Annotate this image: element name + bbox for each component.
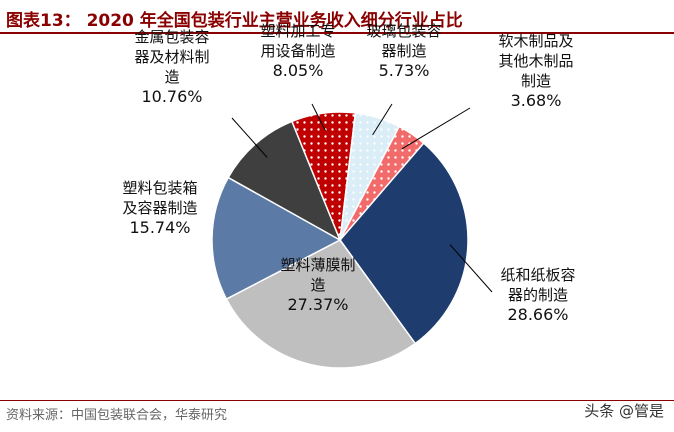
source-note: 资料来源：中国包装联合会，华泰研究	[6, 408, 228, 423]
slice-label-6: 软木制品及其他木制品制造 3.68%	[498, 32, 573, 110]
slice-value-5: 5.73%	[379, 61, 430, 80]
pie-slice-pattern-5	[340, 112, 400, 240]
pie-slice-1	[225, 239, 417, 369]
pie-slice-0	[339, 142, 469, 345]
figure-title: 图表13： 2020 年全国包装行业主营业务收入细分行业占比	[6, 11, 463, 31]
slice-label-line-6: 制造	[521, 72, 551, 90]
slice-label-line-1: 塑料薄膜制	[280, 256, 355, 274]
pie-slice-pattern-4	[291, 111, 356, 240]
slice-value-4: 8.05%	[273, 61, 324, 80]
slice-value-3: 10.76%	[141, 87, 202, 106]
slice-label-1: 塑料薄膜制造 27.37%	[280, 256, 355, 314]
slice-value-0: 28.66%	[507, 305, 568, 324]
pie-slice-2	[211, 176, 342, 301]
slice-label-3: 金属包装容器及材料制造 10.76%	[134, 28, 209, 106]
slice-label-line-5: 玻璃包装容	[366, 22, 441, 40]
slice-label-line-3: 金属包装容	[134, 28, 209, 46]
slice-label-line-1: 造	[310, 276, 325, 294]
pie-slices	[211, 111, 469, 369]
slice-label-2: 塑料包装箱及容器制造 15.74%	[122, 179, 197, 237]
slice-label-line-4: 塑料加工专	[260, 22, 335, 40]
slice-label-line-2: 塑料包装箱	[122, 179, 197, 197]
slice-label-line-5: 器制造	[381, 42, 426, 60]
leader-line-3	[231, 117, 268, 158]
slice-label-line-6: 其他木制品	[498, 52, 573, 70]
slice-label-line-6: 软木制品及	[498, 32, 573, 50]
figure-header: 图表13： 2020 年全国包装行业主营业务收入细分行业占比	[0, 0, 674, 34]
leader-line-4	[311, 103, 326, 132]
watermark: 头条 @管是	[584, 402, 664, 420]
footer-divider	[0, 400, 674, 401]
slice-labels: 纸和纸板容器的制造 28.66%塑料薄膜制造 27.37%塑料包装箱及容器制造 15.…	[122, 22, 575, 324]
slice-value-6: 3.68%	[511, 91, 562, 110]
slice-value-1: 27.37%	[287, 295, 348, 314]
slice-label-4: 塑料加工专用设备制造 8.05%	[260, 22, 335, 80]
slice-label-line-4: 用设备制造	[260, 42, 335, 60]
leader-line-0	[449, 244, 493, 293]
leader-line-6	[401, 107, 471, 150]
slice-label-line-3: 造	[164, 68, 179, 86]
slice-label-line-2: 及容器制造	[122, 199, 197, 217]
slice-label-line-0: 纸和纸板容	[500, 266, 575, 284]
slice-label-5: 玻璃包装容器制造 5.73%	[366, 22, 441, 80]
leader-lines	[231, 103, 493, 293]
slice-value-2: 15.74%	[129, 218, 190, 237]
slice-label-line-3: 器及材料制	[134, 48, 209, 66]
slice-label-line-0: 器的制造	[508, 286, 568, 304]
slice-label-0: 纸和纸板容器的制造 28.66%	[500, 266, 575, 324]
leader-line-5	[372, 103, 393, 136]
pie-slice-pattern-6	[340, 126, 424, 240]
